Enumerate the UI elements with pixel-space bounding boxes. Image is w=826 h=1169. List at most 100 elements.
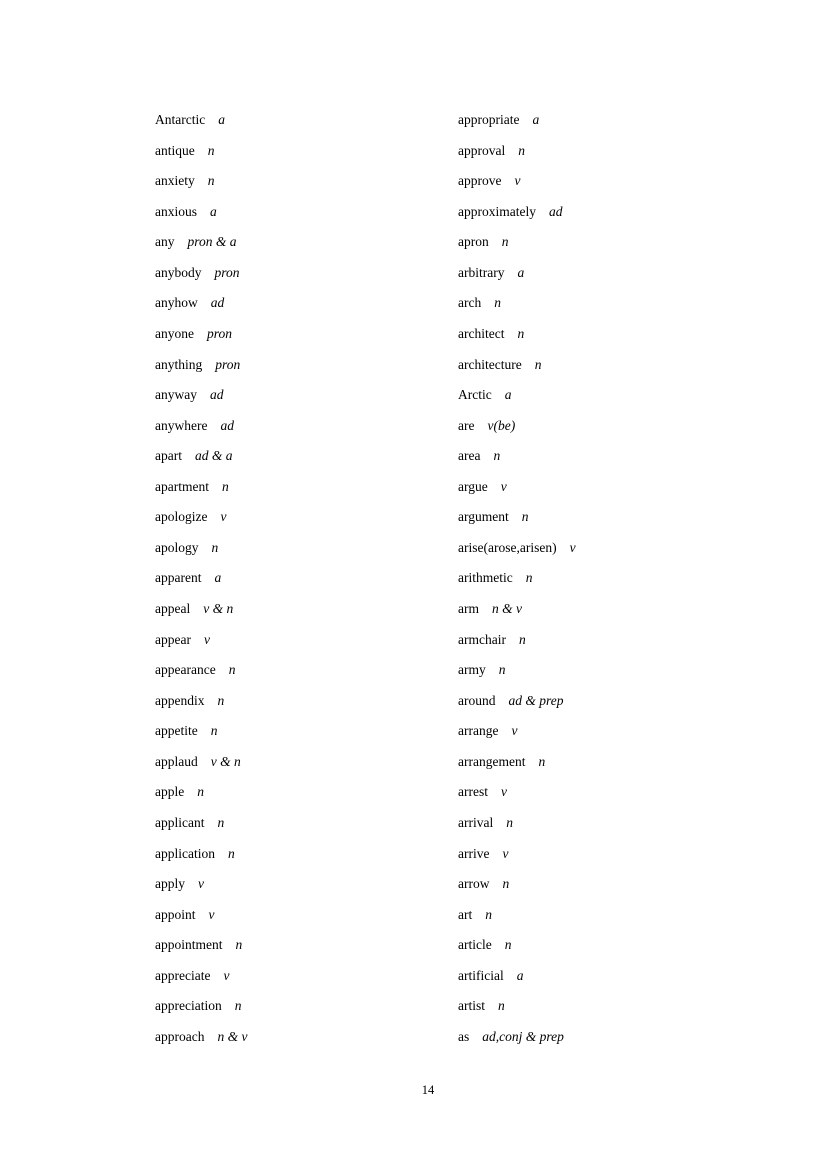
- vocabulary-entry: arch n: [458, 288, 576, 319]
- entry-part-of-speech: a: [214, 570, 222, 586]
- vocabulary-entry: apologize v: [155, 502, 247, 533]
- vocabulary-entry: appoint v: [155, 900, 247, 931]
- vocabulary-entry: anybody pron: [155, 258, 247, 289]
- entry-part-of-speech: n & v: [217, 1028, 248, 1044]
- entry-word: apparent: [155, 570, 202, 586]
- vocabulary-entry: any pron & a: [155, 227, 247, 258]
- vocabulary-entry: antique n: [155, 136, 247, 167]
- vocabulary-entry: approval n: [458, 136, 576, 167]
- entry-word: anyone: [155, 325, 194, 341]
- entry-word: Antarctic: [155, 112, 206, 127]
- entry-part-of-speech: v: [569, 539, 576, 555]
- vocabulary-entry: arise(arose,arisen) v: [458, 533, 576, 564]
- entry-word: arch: [458, 295, 482, 311]
- vocabulary-entry: architect n: [458, 319, 576, 350]
- vocabulary-entry: applicant n: [155, 808, 247, 839]
- entry-word: arrow: [458, 876, 490, 892]
- vocabulary-entry: architecture n: [458, 350, 576, 381]
- vocabulary-entry: apple n: [155, 777, 247, 808]
- entry-word: argument: [458, 509, 509, 525]
- entry-part-of-speech: pron: [206, 325, 232, 341]
- vocabulary-entry: arbitrary a: [458, 258, 576, 289]
- entry-word: arithmetic: [458, 570, 513, 586]
- page-number: 14: [421, 1083, 435, 1097]
- entry-word: anywhere: [155, 417, 208, 433]
- entry-part-of-speech: n: [504, 937, 512, 953]
- entry-part-of-speech: ad,conj & prep: [482, 1028, 564, 1044]
- vocabulary-entry: application n: [155, 839, 247, 870]
- entry-part-of-speech: ad: [220, 417, 234, 433]
- entry-part-of-speech: n: [521, 509, 529, 525]
- entry-word: apple: [155, 784, 185, 800]
- entry-word: appetite: [155, 723, 198, 739]
- entry-part-of-speech: v: [203, 631, 210, 647]
- vocabulary-entry: appreciation n: [155, 991, 247, 1022]
- entry-word: around: [458, 692, 496, 708]
- entry-part-of-speech: n: [211, 539, 219, 555]
- vocabulary-entry: approve v: [458, 166, 576, 197]
- entry-part-of-speech: n: [227, 845, 235, 861]
- vocabulary-entry: armchair n: [458, 625, 576, 656]
- entry-word: antique: [155, 142, 195, 158]
- vocabulary-entry: article n: [458, 930, 576, 961]
- entry-part-of-speech: v: [502, 845, 509, 861]
- vocabulary-entry: anxious a: [155, 197, 247, 228]
- vocabulary-entry: area n: [458, 441, 576, 472]
- entry-word: architecture: [458, 356, 522, 372]
- entry-part-of-speech: v: [223, 967, 230, 983]
- entry-word: apron: [458, 234, 489, 250]
- entry-word: apply: [155, 876, 185, 892]
- vocabulary-entry: appendix n: [155, 686, 247, 717]
- vocabulary-entry: anything pron: [155, 350, 247, 381]
- vocabulary-entry: artist n: [458, 991, 576, 1022]
- entry-part-of-speech: n: [197, 784, 204, 800]
- vocabulary-entry: anywhere ad: [155, 411, 247, 442]
- vocabulary-entry: arithmetic n: [458, 563, 576, 594]
- entry-part-of-speech: n: [506, 814, 513, 830]
- entry-word: appeal: [155, 601, 191, 616]
- entry-word: apart: [155, 448, 182, 464]
- entry-word: article: [458, 937, 492, 953]
- vocabulary-entry: anxiety n: [155, 166, 247, 197]
- entry-part-of-speech: n: [498, 662, 506, 678]
- entry-part-of-speech: n: [235, 937, 243, 953]
- entry-word: arrival: [458, 814, 494, 830]
- entry-part-of-speech: n: [217, 692, 225, 708]
- entry-part-of-speech: n: [534, 356, 542, 372]
- vocabulary-entry: arrival n: [458, 808, 576, 839]
- entry-part-of-speech: n: [518, 631, 526, 647]
- entry-word: appreciation: [155, 998, 222, 1014]
- vocabulary-entry: appetite n: [155, 716, 247, 747]
- entry-word: apology: [155, 539, 199, 555]
- vocabulary-entry: arrangement n: [458, 747, 576, 778]
- vocabulary-entry: apparent a: [155, 563, 247, 594]
- entry-word: appreciate: [155, 967, 211, 983]
- entry-part-of-speech: n: [207, 173, 215, 189]
- entry-word: approach: [155, 1028, 205, 1044]
- entry-word: armchair: [458, 631, 506, 647]
- entry-part-of-speech: n: [210, 723, 218, 739]
- entry-word: arrive: [458, 845, 490, 861]
- entry-part-of-speech: n: [217, 814, 225, 830]
- entry-part-of-speech: v: [511, 723, 518, 739]
- entry-part-of-speech: a: [218, 112, 225, 127]
- entry-word: arise(arose,arisen): [458, 539, 557, 555]
- entry-word: anything: [155, 356, 203, 372]
- entry-part-of-speech: pron: [215, 356, 241, 372]
- word-list-right-column: appropriate a approval n approve v approximate…: [458, 105, 576, 1052]
- vocabulary-entry: appeal v & n: [155, 594, 247, 625]
- entry-part-of-speech: pron: [214, 264, 240, 280]
- vocabulary-entry: argue v: [458, 472, 576, 503]
- vocabulary-entry: applaud v & n: [155, 747, 247, 778]
- entry-word: argue: [458, 478, 488, 494]
- entry-part-of-speech: n: [221, 478, 229, 494]
- entry-part-of-speech: v: [220, 509, 227, 525]
- vocabulary-entry: apart ad & a: [155, 441, 247, 472]
- vocabulary-entry: appropriate a: [458, 105, 576, 136]
- entry-part-of-speech: n: [502, 876, 510, 892]
- entry-word: anybody: [155, 264, 202, 280]
- entry-word: approximately: [458, 203, 536, 219]
- vocabulary-entry: appointment n: [155, 930, 247, 961]
- vocabulary-entry: apply v: [155, 869, 247, 900]
- entry-part-of-speech: ad & prep: [508, 692, 564, 708]
